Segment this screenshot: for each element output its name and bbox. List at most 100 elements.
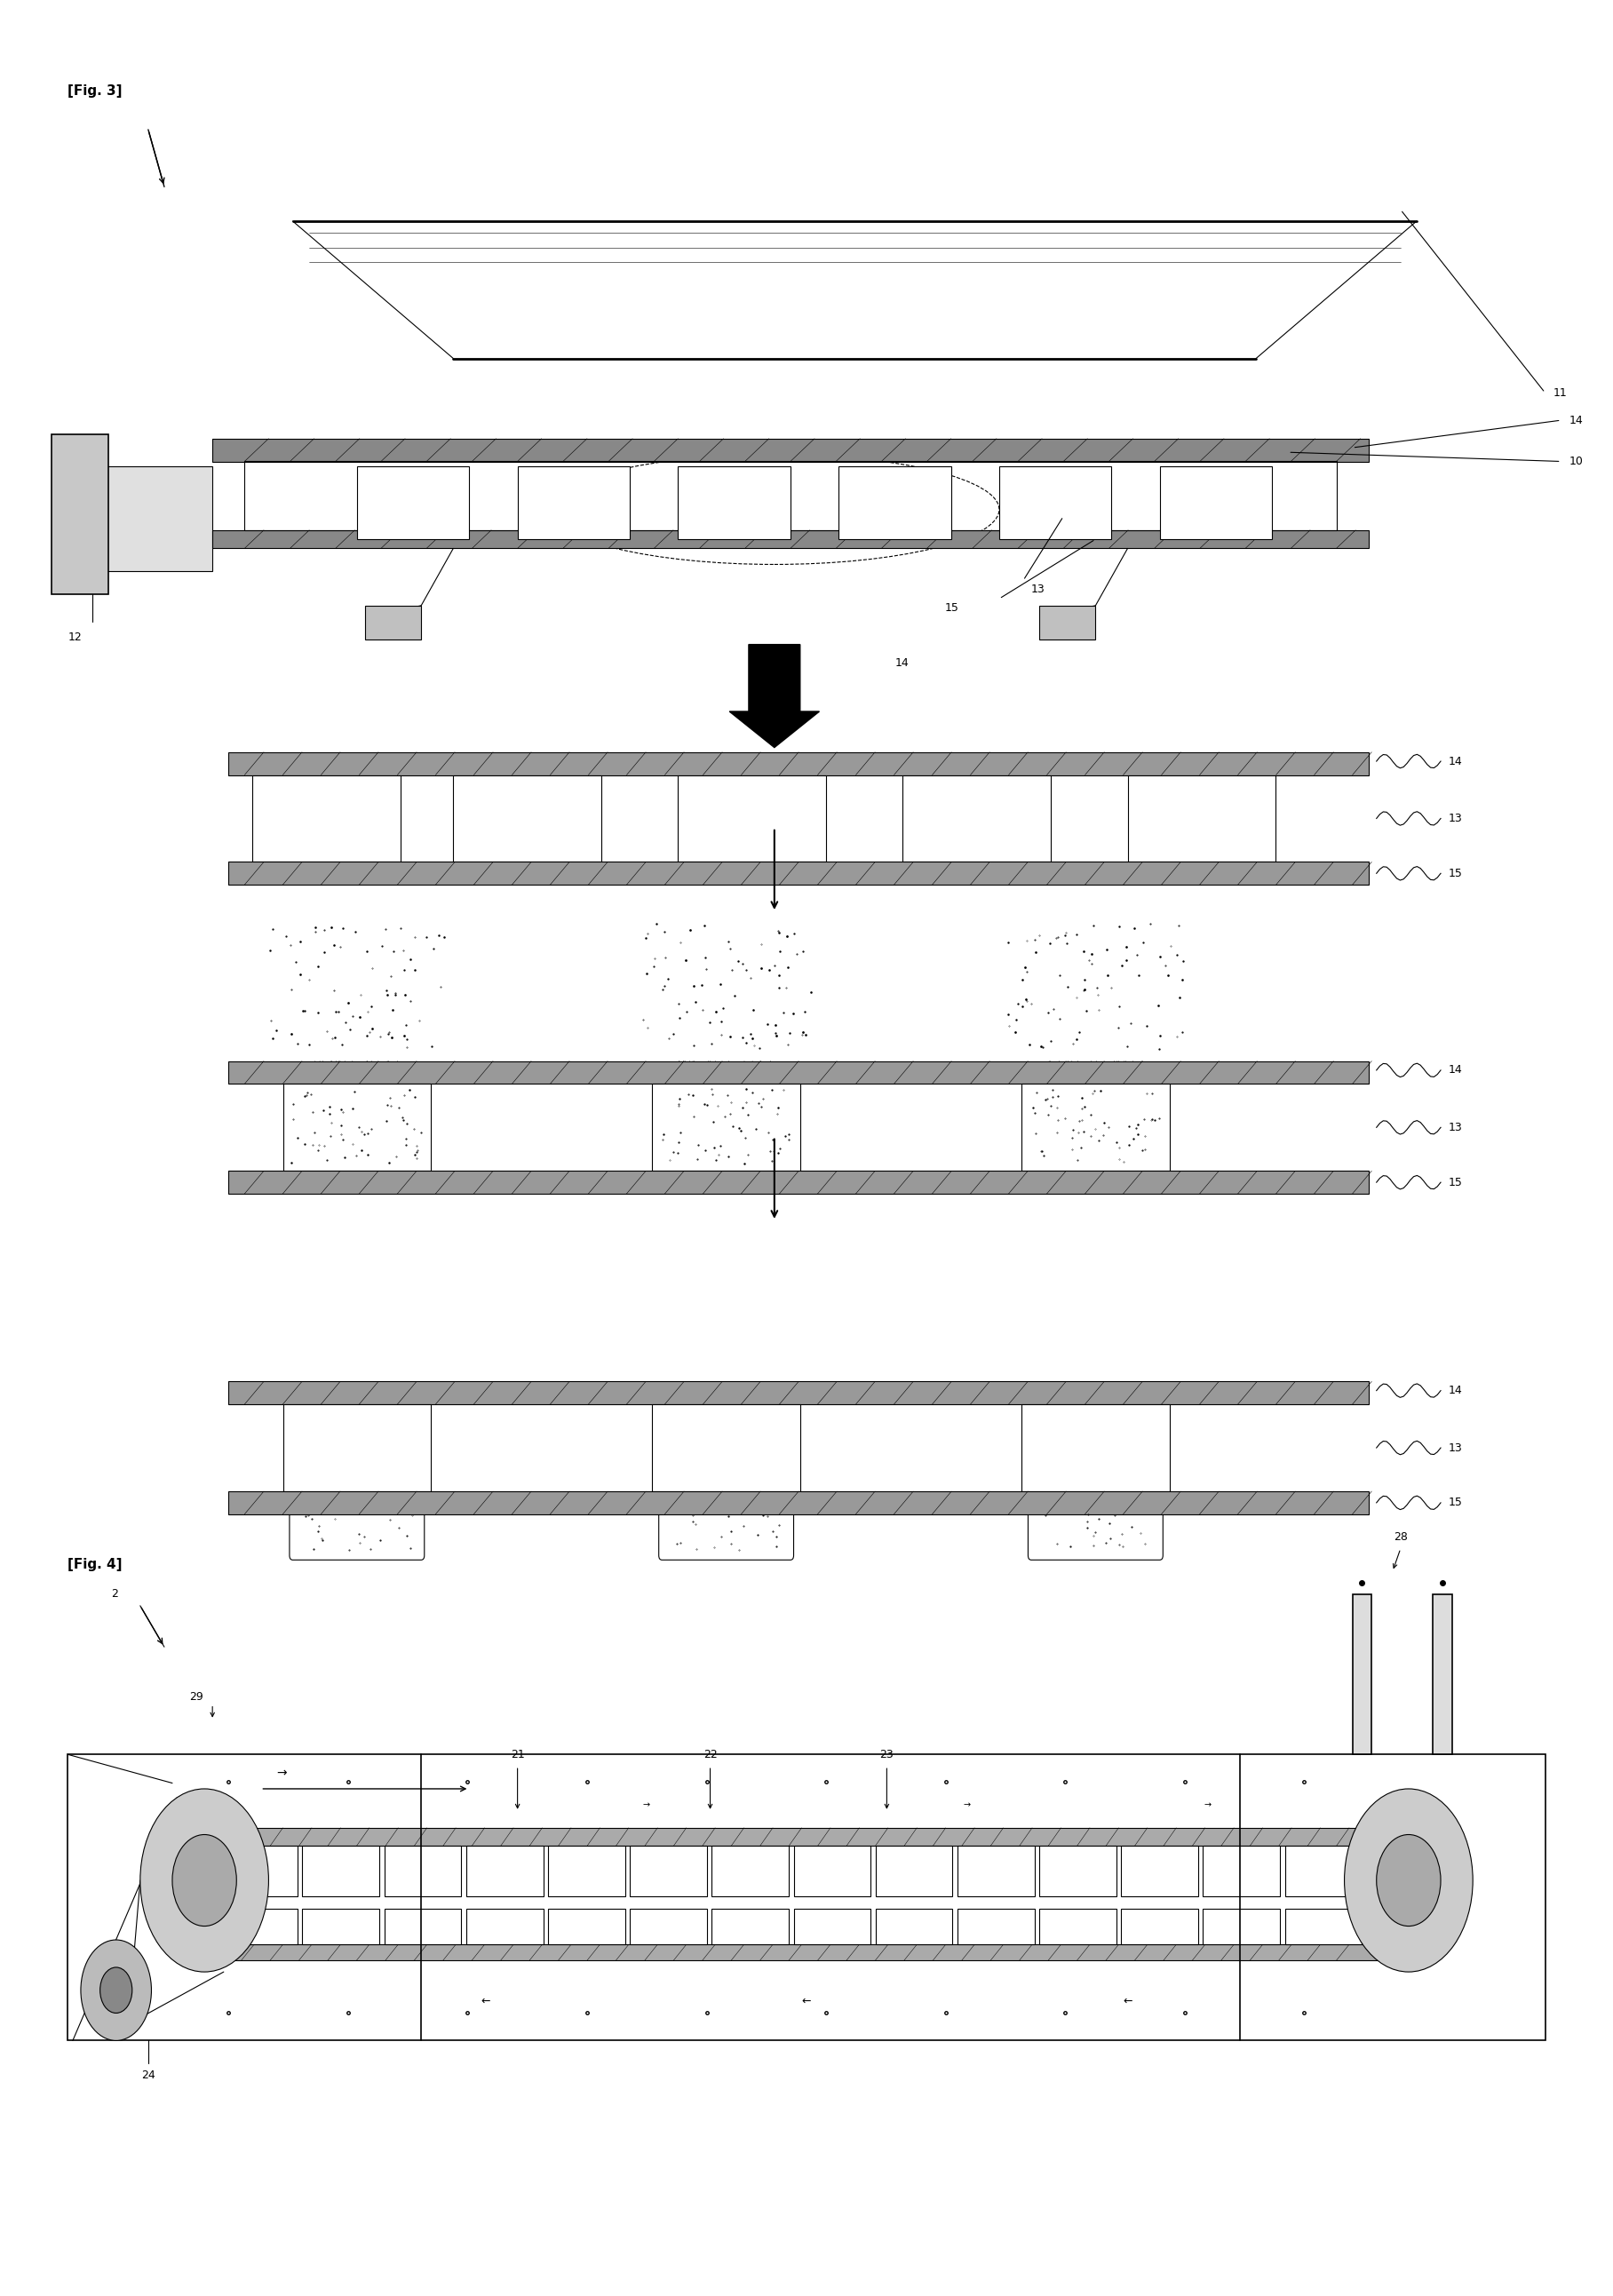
Bar	[384, 1910, 461, 1945]
Text: 28: 28	[1394, 1531, 1408, 1543]
Bar	[1121, 1846, 1198, 1896]
Text: 21: 21	[510, 1750, 524, 1761]
FancyBboxPatch shape	[289, 1504, 424, 1559]
Bar	[958, 1846, 1034, 1896]
Bar	[221, 1910, 297, 1945]
Bar	[213, 530, 1368, 549]
Bar	[221, 1846, 297, 1896]
Bar	[302, 1910, 379, 1945]
Circle shape	[1376, 1835, 1440, 1926]
Bar	[356, 466, 469, 540]
Text: ←: ←	[1123, 1995, 1132, 2007]
Bar	[52, 434, 108, 595]
Bar	[282, 1084, 431, 1171]
Text: 13: 13	[1448, 1123, 1463, 1134]
Bar	[466, 1910, 544, 1945]
Bar	[1203, 1846, 1281, 1896]
Text: 22: 22	[703, 1750, 718, 1761]
Bar	[1121, 1910, 1198, 1945]
Text: →: →	[642, 1800, 650, 1809]
Bar	[548, 1910, 626, 1945]
Text: 15: 15	[1448, 868, 1463, 879]
Text: 14: 14	[895, 657, 908, 668]
Text: →: →	[1205, 1800, 1211, 1809]
Bar	[903, 776, 1050, 861]
Text: 23: 23	[879, 1750, 894, 1761]
Text: →: →	[277, 1766, 287, 1779]
Text: 15: 15	[1448, 1176, 1463, 1187]
Bar	[1039, 1846, 1116, 1896]
Bar	[1432, 1593, 1452, 1754]
Bar	[229, 1492, 1368, 1513]
Text: 29: 29	[189, 1692, 203, 1704]
Bar	[213, 439, 1368, 461]
Bar	[1127, 776, 1276, 861]
Bar	[197, 1945, 1416, 1961]
Bar	[197, 1828, 1416, 1846]
Bar	[711, 1846, 789, 1896]
Bar	[229, 753, 1368, 776]
Text: 13: 13	[1448, 813, 1463, 824]
Bar	[548, 1846, 626, 1896]
Text: 14: 14	[1448, 755, 1463, 767]
Bar	[229, 1171, 1368, 1194]
Text: 15: 15	[1448, 1497, 1463, 1508]
Bar	[365, 606, 421, 641]
Text: 15: 15	[945, 602, 960, 613]
Circle shape	[140, 1789, 269, 1972]
Bar	[229, 861, 1368, 884]
FancyBboxPatch shape	[1027, 1504, 1163, 1559]
Bar	[794, 1910, 871, 1945]
Text: ←: ←	[481, 1995, 490, 2007]
Text: →: →	[963, 1800, 971, 1809]
Bar	[1021, 1084, 1169, 1171]
Circle shape	[100, 1968, 132, 2014]
Bar	[711, 1910, 789, 1945]
Text: ←: ←	[802, 1995, 811, 2007]
Bar	[652, 1084, 800, 1171]
Text: 11: 11	[1553, 388, 1568, 400]
Bar	[253, 776, 400, 861]
Text: 14: 14	[1448, 1384, 1463, 1396]
Text: 12: 12	[68, 631, 82, 643]
Circle shape	[73, 491, 111, 546]
Text: [Fig. 3]: [Fig. 3]	[68, 85, 123, 96]
Circle shape	[56, 468, 127, 569]
FancyBboxPatch shape	[658, 1504, 794, 1559]
Text: 24: 24	[142, 2069, 155, 2080]
Bar	[466, 1846, 544, 1896]
Bar	[282, 1405, 431, 1492]
Bar	[1160, 466, 1273, 540]
Text: 14: 14	[1448, 1065, 1463, 1077]
Bar	[652, 1405, 800, 1492]
Bar	[794, 1846, 871, 1896]
Text: 2: 2	[111, 1589, 118, 1600]
Bar	[677, 776, 826, 861]
Text: [Fig. 4]: [Fig. 4]	[68, 1559, 123, 1570]
Bar	[245, 461, 1336, 530]
Text: 13: 13	[1448, 1442, 1463, 1453]
Bar	[958, 1910, 1034, 1945]
Bar	[876, 1910, 953, 1945]
Bar	[229, 1382, 1368, 1405]
Bar	[998, 466, 1111, 540]
Bar	[1203, 1910, 1281, 1945]
Circle shape	[81, 1940, 152, 2041]
Bar	[677, 466, 790, 540]
Bar	[302, 1846, 379, 1896]
Text: 10: 10	[1569, 455, 1584, 466]
Circle shape	[173, 1835, 237, 1926]
Bar	[839, 466, 952, 540]
Bar	[68, 1754, 1545, 2041]
Bar	[1039, 1910, 1116, 1945]
Bar	[384, 1846, 461, 1896]
Text: 14: 14	[1569, 416, 1582, 427]
Bar	[631, 1910, 706, 1945]
Bar	[876, 1846, 953, 1896]
Text: 13: 13	[1031, 583, 1045, 595]
Bar	[453, 776, 602, 861]
Bar	[68, 466, 213, 572]
Circle shape	[1344, 1789, 1473, 1972]
Bar	[518, 466, 631, 540]
Bar	[1352, 1593, 1371, 1754]
